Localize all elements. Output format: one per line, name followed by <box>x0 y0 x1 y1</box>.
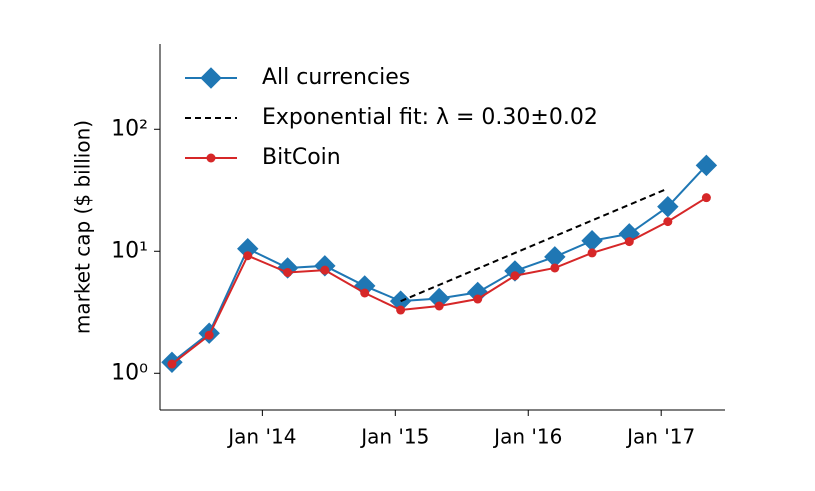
x-tick-label: Jan '16 <box>492 425 562 449</box>
point <box>624 237 634 247</box>
legend-label: BitCoin <box>262 145 341 170</box>
point <box>434 301 444 311</box>
point <box>657 195 679 218</box>
point <box>167 359 177 369</box>
point <box>204 330 214 340</box>
point <box>243 251 253 261</box>
point <box>663 217 673 227</box>
point <box>396 305 406 315</box>
legend-label: Exponential fit: λ = 0.30±0.02 <box>262 105 598 130</box>
x-tick-label: Jan '14 <box>226 425 296 449</box>
x-tick-label: Jan '17 <box>625 425 695 449</box>
point <box>695 154 718 177</box>
series-line <box>400 187 669 303</box>
point <box>283 267 293 277</box>
point <box>276 257 299 279</box>
point <box>504 260 526 282</box>
legend-marker <box>200 67 222 89</box>
y-tick-label: 10⁰ <box>111 360 148 385</box>
legend-marker <box>206 153 216 163</box>
point <box>587 248 597 258</box>
y-tick-label: 10¹ <box>111 238 148 263</box>
x-tick-label: Jan '15 <box>359 425 429 449</box>
point <box>701 193 711 203</box>
legend-label: All currencies <box>262 65 410 90</box>
point <box>550 263 560 273</box>
point <box>320 265 330 275</box>
y-tick-label: 10² <box>111 116 148 141</box>
point <box>360 288 370 298</box>
point <box>581 230 603 252</box>
point <box>473 294 483 304</box>
point <box>510 271 520 281</box>
y-axis-label: market cap ($ billion) <box>71 120 95 334</box>
series-line <box>171 196 707 365</box>
series-line <box>171 164 708 364</box>
